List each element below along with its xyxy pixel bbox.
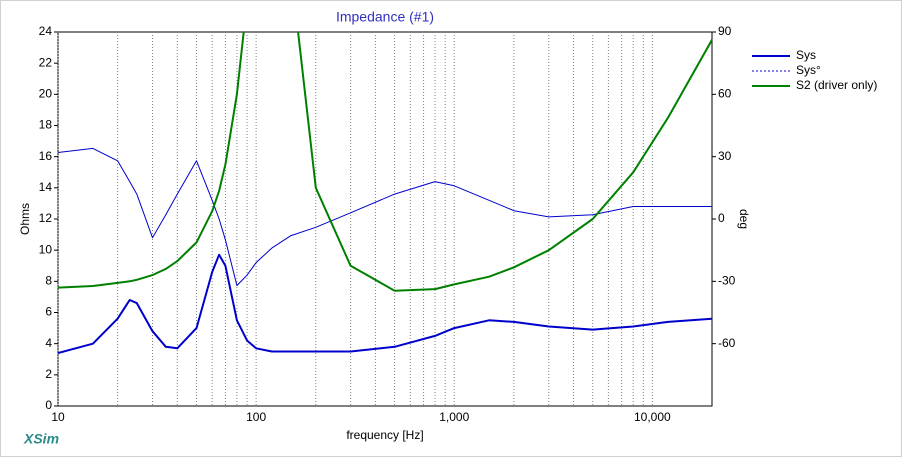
y2-tick-label: 30 [718,149,732,163]
y-tick-label: 18 [39,118,53,132]
series-line [58,32,712,292]
x-tick-label: 10,000 [634,410,671,424]
legend-label: S2 (driver only) [796,78,877,92]
y2-tick-label: 90 [718,24,732,38]
y2-tick-label: 60 [718,87,732,101]
y2-tick-label: -60 [718,336,736,350]
y2-tick-label: 0 [718,211,725,225]
plot-lines [58,32,712,354]
y2-tick-label: -30 [718,274,736,288]
y-tick-label: 16 [39,149,53,163]
y-tick-label: 0 [45,398,52,412]
y-tick-label: 24 [39,24,53,38]
plot-area [57,31,713,407]
x-tick-label: 1,000 [439,410,469,424]
y-tick-label: 6 [45,305,52,319]
y2-axis-label: deg [737,209,751,229]
y-axis-label: Ohms [18,203,32,235]
y-tick-label: 10 [39,242,53,256]
legend-label: Sys° [796,63,821,77]
series-line [58,253,712,354]
y-tick-label: 20 [39,87,53,101]
brand: XSim [23,431,59,447]
y-tick-label: 22 [39,55,53,69]
series-line [58,147,712,286]
chart-title: Impedance (#1) [336,9,434,25]
y-tick-label: 8 [45,274,52,288]
x-axis-label: frequency [Hz] [346,428,423,442]
y-tick-label: 12 [39,211,53,225]
y-tick-label: 14 [39,180,53,194]
x-tick-label: 100 [246,410,266,424]
x-tick-label: 10 [51,410,65,424]
y-tick-label: 4 [45,336,52,350]
legend-label: Sys [796,48,816,62]
y-tick-label: 2 [45,367,52,381]
